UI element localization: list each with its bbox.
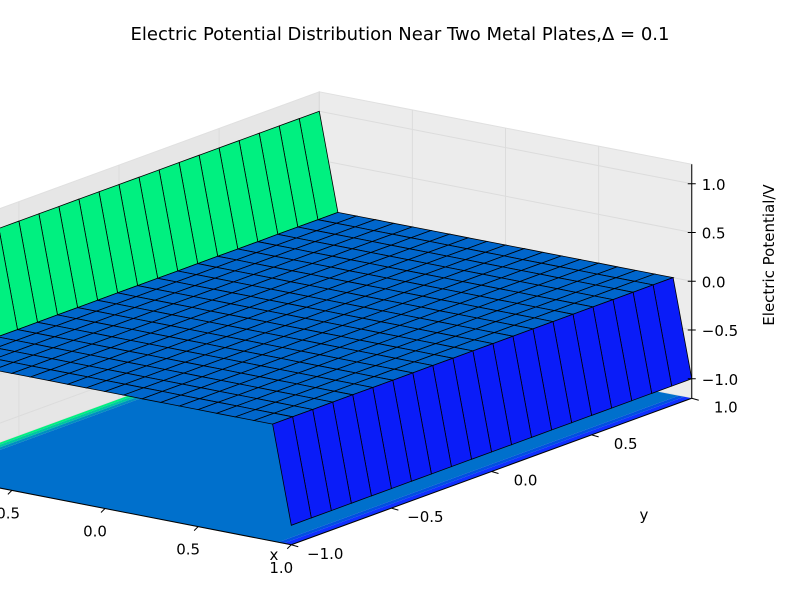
- y-tick-label: −0.5: [407, 508, 443, 526]
- y-tick-label: 1.0: [714, 398, 738, 416]
- z-tick-label: 0.0: [702, 273, 726, 291]
- y-axis-label: y: [640, 506, 649, 524]
- x-tick-label: 0.5: [176, 541, 200, 559]
- y-tick: [691, 397, 699, 401]
- z-axis-label: Electric Potential/V: [760, 184, 778, 326]
- x-tick: [193, 526, 199, 531]
- x-tick: [100, 508, 106, 513]
- z-tick-label: −1.0: [702, 371, 738, 389]
- x-tick-label: 0.0: [83, 523, 107, 541]
- z-tick-label: −0.5: [702, 322, 738, 340]
- y-tick-label: 0.0: [514, 472, 538, 490]
- z-tick-label: 1.0: [702, 176, 726, 194]
- y-tick: [291, 544, 299, 548]
- x-tick-label: −0.5: [0, 504, 20, 522]
- y-tick: [391, 507, 399, 511]
- surface-face: [272, 416, 312, 526]
- x-tick: [7, 490, 13, 495]
- y-tick: [591, 434, 599, 438]
- x-tick-label: 1.0: [269, 559, 293, 577]
- y-tick-label: −1.0: [307, 545, 343, 563]
- y-tick: [491, 471, 499, 474]
- y-tick-label: 0.5: [614, 435, 638, 453]
- contour-band-mid-lower: [278, 395, 685, 544]
- contour-band-low: [283, 396, 692, 545]
- x-tick: [286, 544, 292, 550]
- z-tick-label: 0.5: [702, 225, 726, 243]
- chart-title: Electric Potential Distribution Near Two…: [131, 24, 670, 45]
- tick-marks: −1.0 −0.5 0.0 0.5 1.0 −1.0 −0.5 0.0 0.5 1.0 1.0 0.5…: [0, 176, 738, 577]
- x-axis-label: x: [270, 546, 279, 564]
- surface-mesh: [0, 110, 693, 526]
